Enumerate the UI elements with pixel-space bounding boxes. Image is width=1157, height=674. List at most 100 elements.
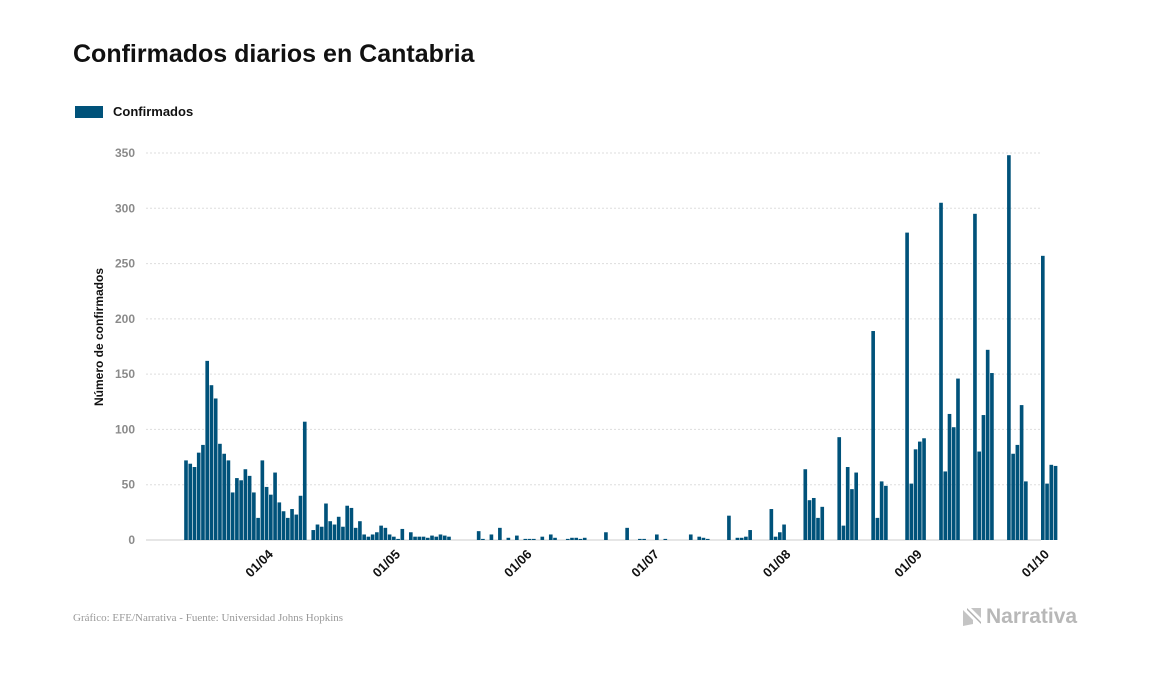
- bar: [1019, 405, 1024, 540]
- bar: [782, 524, 786, 540]
- bar: [739, 537, 744, 540]
- bar: [879, 481, 884, 540]
- bar: [358, 521, 362, 540]
- y-tick-label: 150: [115, 367, 135, 381]
- bar: [370, 534, 375, 540]
- bar: [850, 489, 854, 540]
- bar: [735, 537, 740, 540]
- bar: [884, 485, 888, 540]
- bar: [345, 505, 349, 540]
- bar: [184, 460, 188, 540]
- bar: [213, 398, 218, 540]
- bar: [917, 441, 922, 540]
- bar: [430, 535, 434, 540]
- bar: [642, 538, 646, 540]
- narrativa-logo-icon: [963, 608, 981, 626]
- bar: [324, 503, 328, 540]
- bar: [498, 527, 502, 540]
- bar: [515, 535, 519, 540]
- bar: [277, 502, 282, 540]
- y-tick-label: 50: [122, 478, 136, 492]
- x-tick-label: 01/04: [242, 546, 276, 580]
- bar: [319, 526, 324, 540]
- bar: [247, 475, 252, 540]
- bar: [913, 449, 918, 540]
- bar: [442, 535, 447, 540]
- bar: [438, 534, 443, 540]
- source-credit: Gráfico: EFE/Narrativa - Fuente: Univers…: [73, 612, 344, 624]
- bar: [985, 349, 990, 540]
- bar: [239, 480, 243, 540]
- bar: [841, 525, 846, 540]
- bar: [294, 514, 299, 540]
- y-tick-label: 250: [115, 257, 135, 271]
- bar: [548, 534, 553, 540]
- bar: [1053, 465, 1058, 540]
- bar: [990, 373, 994, 540]
- bar: [951, 427, 956, 540]
- x-tick-label: 01/08: [760, 547, 794, 581]
- bar: [705, 538, 710, 540]
- bar: [811, 497, 816, 540]
- bar: [578, 538, 583, 540]
- bar: [744, 536, 748, 540]
- bar: [421, 536, 426, 540]
- bar: [769, 509, 774, 540]
- x-tick-label: 01/09: [891, 547, 925, 581]
- bar: [328, 521, 333, 540]
- y-tick-label: 100: [115, 422, 135, 436]
- legend-swatch: [75, 105, 103, 118]
- bar: [947, 413, 952, 540]
- bar: [383, 527, 388, 540]
- bar: [773, 536, 778, 540]
- bar: [336, 516, 341, 540]
- bar: [1049, 464, 1054, 540]
- bar: [807, 500, 812, 540]
- bar: [506, 537, 511, 540]
- bar: [803, 469, 808, 540]
- bar: [820, 506, 825, 540]
- bar: [1041, 255, 1045, 540]
- bar: [939, 202, 943, 540]
- bar: [230, 492, 235, 540]
- bar: [366, 536, 371, 540]
- bar: [315, 524, 320, 540]
- bar: [778, 532, 782, 540]
- bar: [447, 536, 451, 540]
- narrativa-logo-text: Narrativa: [986, 605, 1078, 628]
- bar: [909, 483, 914, 540]
- y-tick-label: 350: [115, 146, 135, 160]
- bar: [905, 232, 909, 541]
- bar: [1007, 155, 1011, 540]
- bar: [655, 534, 659, 540]
- bar: [837, 437, 842, 540]
- bar: [379, 525, 383, 540]
- bar: [192, 467, 197, 540]
- bar: [1024, 481, 1028, 540]
- bar: [298, 495, 303, 540]
- bar: [973, 213, 977, 540]
- bar: [285, 517, 290, 540]
- bar: [481, 538, 485, 540]
- bar: [413, 536, 417, 540]
- bar: [205, 360, 210, 540]
- bar: [663, 538, 668, 540]
- bar: [489, 534, 494, 540]
- bar: [408, 532, 413, 540]
- plot-background: [146, 133, 1041, 540]
- bar: [226, 460, 231, 540]
- bar: [400, 528, 405, 540]
- bar: [1045, 483, 1049, 540]
- bar: [527, 538, 532, 540]
- bar: [570, 537, 574, 540]
- narrativa-logo: Narrativa: [962, 605, 1077, 629]
- bar: [290, 509, 294, 540]
- bar: [532, 538, 536, 540]
- chart-title: Confirmados diarios en Cantabria: [73, 40, 475, 68]
- bar: [540, 536, 545, 540]
- bar: [201, 444, 205, 540]
- x-tick-label: 01/07: [628, 547, 662, 581]
- bar: [943, 471, 948, 540]
- bar: [701, 537, 706, 540]
- bar: [956, 378, 960, 540]
